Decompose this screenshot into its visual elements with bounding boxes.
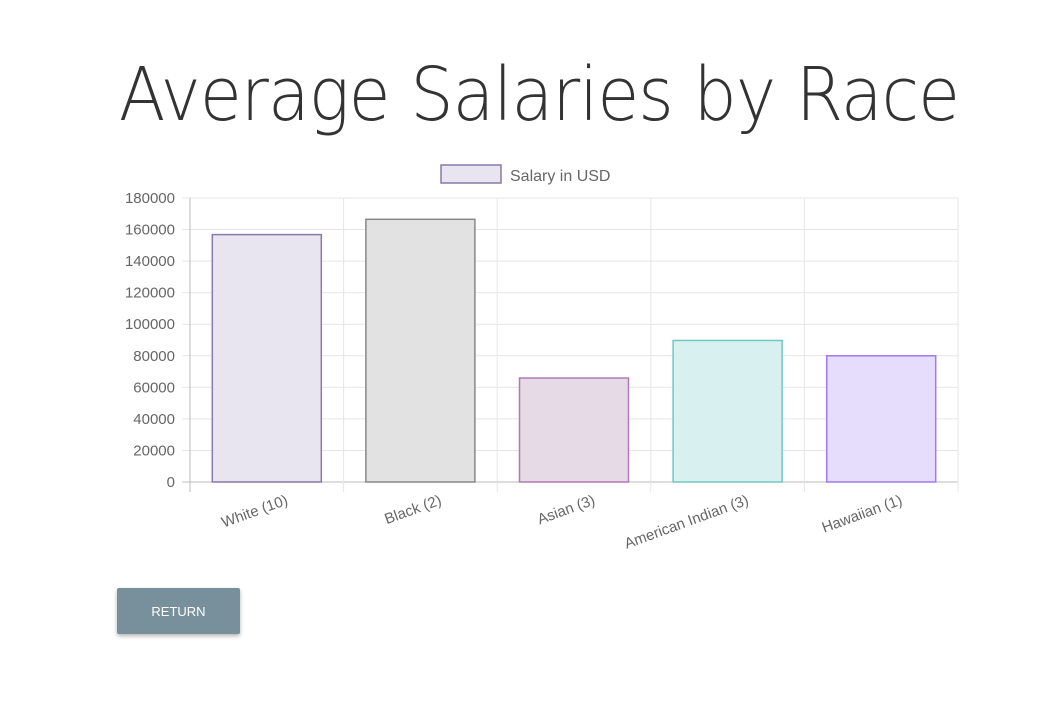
y-tick-label: 20000 [133,442,175,459]
y-tick-label: 140000 [125,253,175,270]
bar-hawaiian- [825,355,937,483]
x-tick-label: Black (2) [382,492,443,528]
y-tick-label: 0 [167,474,175,491]
return-button[interactable]: RETURN [117,588,240,634]
y-tick-label: 100000 [125,316,175,333]
bar-chart: 0 20000 40000 60000 80000 100000 120000 140000 1… [125,164,959,553]
bar-asian- [518,377,630,483]
y-tick-label: 160000 [125,222,175,239]
x-tick-label: White (10) [219,492,290,532]
bar-white- [211,233,323,483]
y-tick-label: 60000 [133,379,175,396]
y-tick-label: 40000 [133,411,175,428]
y-tick-label: 180000 [125,190,175,207]
page-title: Average Salaries by Race [118,52,960,138]
legend-label: Salary in USD [510,168,610,185]
bar-black- [365,218,476,483]
x-tick-label: American Indian (3) [622,492,751,553]
x-tick-label: Hawaiian (1) [820,492,905,537]
legend-swatch [440,164,502,184]
y-tick-label: 80000 [133,348,175,365]
y-tick-label: 120000 [125,285,175,302]
x-tick-label: Asian (3) [535,492,597,529]
bar-american-indian- [672,339,783,483]
